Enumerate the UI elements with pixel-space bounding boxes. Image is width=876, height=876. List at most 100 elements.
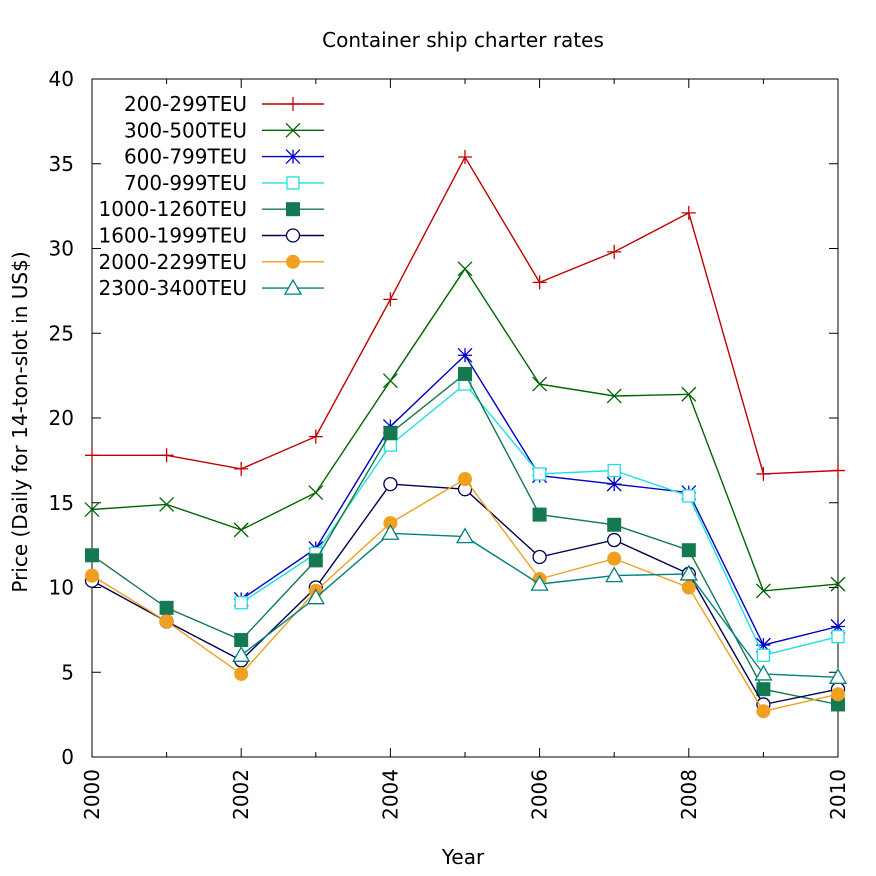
point-marker: [532, 507, 547, 522]
point-marker: [681, 543, 696, 558]
point-marker: [458, 366, 472, 381]
point-marker: [681, 205, 696, 220]
legend-entry: 2000-2299TEU: [98, 250, 324, 274]
point-marker: [159, 448, 174, 463]
point-marker: [84, 502, 100, 517]
point-marker: [85, 548, 99, 563]
legend-label: 600-799TEU: [124, 145, 247, 169]
legend-entry: 300-500TEU: [124, 118, 324, 142]
point-marker: [756, 466, 771, 481]
point-marker: [755, 637, 771, 653]
point-marker: [285, 149, 301, 165]
legend-entry: 600-799TEU: [124, 145, 324, 169]
point-marker: [831, 687, 845, 702]
point-marker: [286, 202, 300, 217]
point-marker: [756, 648, 771, 662]
legend-entry: 2300-3400TEU: [98, 276, 324, 300]
series-2000-2299TEU: [85, 472, 845, 719]
y-tick-label: 25: [49, 321, 74, 345]
point-marker: [308, 553, 323, 568]
point-marker: [383, 426, 398, 441]
point-marker: [159, 496, 175, 512]
x-tick-label: 2002: [229, 769, 253, 820]
point-marker: [85, 448, 99, 463]
y-axis-label: Price (Daily for 14-ton-slot in US$): [8, 251, 32, 592]
point-marker: [285, 122, 301, 138]
point-marker: [232, 645, 251, 662]
point-marker: [233, 522, 249, 538]
point-marker: [754, 664, 773, 681]
point-marker: [283, 278, 303, 295]
point-marker: [830, 619, 846, 634]
series-2300-3400TEU: [232, 523, 848, 684]
y-tick-label: 20: [49, 406, 74, 430]
point-marker: [285, 228, 301, 243]
point-marker: [681, 580, 696, 595]
point-marker: [234, 633, 249, 648]
series-line: [240, 354, 839, 646]
point-marker: [286, 254, 300, 269]
point-marker: [755, 583, 771, 599]
point-marker: [679, 564, 698, 581]
legend-label: 300-500TEU: [124, 118, 247, 142]
legend-label: 1600-1999TEU: [98, 224, 247, 248]
point-marker: [607, 517, 622, 532]
legend-label: 1000-1260TEU: [98, 197, 247, 221]
point-marker: [286, 176, 300, 190]
y-tick-label: 5: [61, 660, 74, 684]
legend-label: 2000-2299TEU: [98, 250, 247, 274]
point-marker: [828, 668, 848, 684]
point-marker: [607, 551, 622, 566]
y-tick-label: 15: [49, 491, 74, 515]
point-marker: [159, 614, 174, 629]
x-tick-label: 2000: [80, 769, 104, 820]
y-tick-label: 10: [49, 576, 74, 600]
point-marker: [606, 388, 622, 404]
legend-label: 200-299TEU: [124, 92, 247, 116]
point-marker: [532, 376, 548, 392]
y-tick-label: 35: [49, 152, 74, 176]
point-marker: [85, 568, 99, 583]
point-marker: [607, 532, 622, 548]
point-marker: [458, 149, 472, 164]
legend-entry: 700-999TEU: [124, 171, 324, 195]
point-marker: [458, 472, 472, 487]
point-marker: [308, 429, 323, 444]
point-marker: [159, 600, 174, 615]
point-marker: [756, 704, 771, 719]
point-marker: [606, 476, 622, 492]
point-marker: [234, 461, 249, 476]
series-600-799TEU: [233, 347, 846, 653]
point-marker: [381, 523, 400, 540]
point-marker: [831, 630, 845, 644]
y-tick-label: 40: [49, 67, 74, 91]
point-marker: [234, 596, 248, 610]
point-marker: [532, 275, 547, 290]
series-1600-1999TEU: [84, 476, 846, 712]
point-marker: [530, 574, 549, 591]
point-marker: [830, 576, 846, 592]
point-marker: [532, 549, 547, 565]
point-marker: [681, 386, 697, 402]
y-tick-label: 30: [49, 237, 74, 261]
y-tick-label: 0: [61, 745, 74, 769]
x-tick-label: 2008: [677, 769, 701, 820]
axes: 0 5 10 15 20 25 30 35 40 2000 2002 2004 2006 2008 2010: [49, 67, 850, 820]
point-marker: [831, 463, 845, 478]
series-300-500TEU: [84, 261, 846, 599]
point-marker: [383, 476, 398, 492]
point-marker: [682, 489, 696, 503]
x-tick-label: 2010: [826, 769, 850, 820]
point-marker: [308, 485, 324, 501]
point-marker: [605, 566, 624, 583]
legend-entry: 1600-1999TEU: [98, 224, 324, 248]
point-marker: [383, 292, 398, 307]
series-layer: [84, 149, 848, 719]
legend-label: 700-999TEU: [124, 171, 247, 195]
x-tick-label: 2004: [378, 769, 402, 820]
legend-label: 2300-3400TEU: [98, 276, 247, 300]
point-marker: [286, 97, 300, 111]
legend-entry: 1000-1260TEU: [98, 197, 324, 221]
